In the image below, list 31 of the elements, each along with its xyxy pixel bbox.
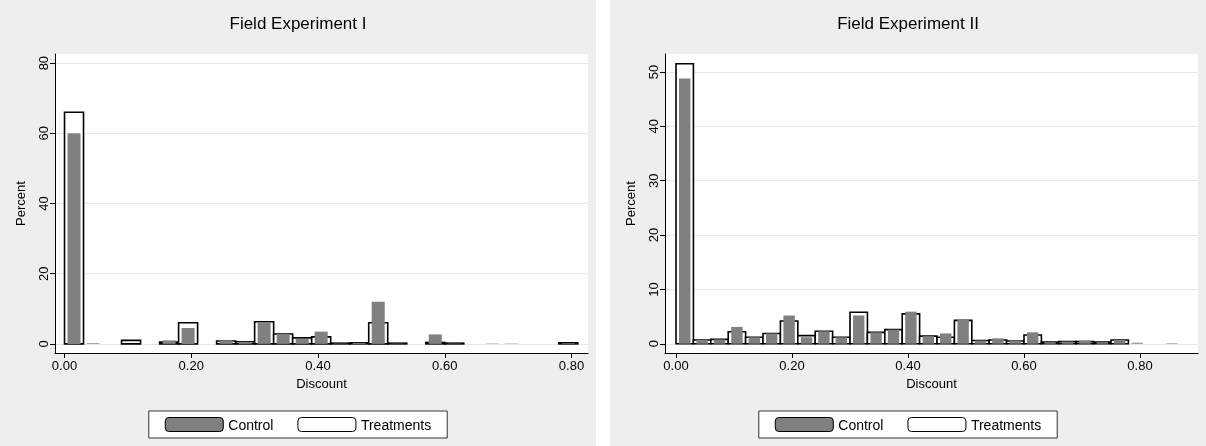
y-tick-label: 50 <box>645 64 661 80</box>
x-tick-label: 0.80 <box>1127 358 1153 373</box>
y-tick-label: 0 <box>35 340 51 348</box>
y-tick-label: 80 <box>35 55 51 71</box>
x-tick-label: 0.00 <box>51 358 78 373</box>
y-tick-label: 10 <box>645 282 661 297</box>
chart-title: Field Experiment I <box>229 14 367 33</box>
y-tick-label: 0 <box>645 340 661 348</box>
y-axis-title: Percent <box>623 180 638 226</box>
y-tick-label: 30 <box>645 173 661 188</box>
y-axis-title: Percent <box>13 180 28 226</box>
legend-label: Control <box>838 416 884 433</box>
x-tick-label: 0.20 <box>779 358 805 373</box>
legend-label: Control <box>228 416 274 433</box>
chart-title: Field Experiment II <box>837 14 979 33</box>
legend-label: Treatments <box>360 416 432 433</box>
x-axis-title: Discount <box>906 375 958 391</box>
x-tick-label: 0.60 <box>432 358 458 373</box>
x-tick-label: 0.40 <box>895 358 921 373</box>
y-tick-label: 20 <box>35 266 51 281</box>
x-tick-label: 0.80 <box>558 358 585 373</box>
x-tick-label: 0.20 <box>178 358 204 373</box>
x-tick-label: 0.60 <box>1011 358 1037 373</box>
x-axis-title: Discount <box>296 375 348 391</box>
x-tick-label: 0.00 <box>663 358 689 373</box>
y-tick-label: 60 <box>35 126 51 141</box>
y-tick-label: 20 <box>645 227 661 243</box>
y-tick-label: 40 <box>645 119 661 134</box>
y-tick-label: 40 <box>35 196 51 211</box>
legend-label: Treatments <box>970 416 1042 433</box>
x-tick-label: 0.40 <box>305 358 331 373</box>
